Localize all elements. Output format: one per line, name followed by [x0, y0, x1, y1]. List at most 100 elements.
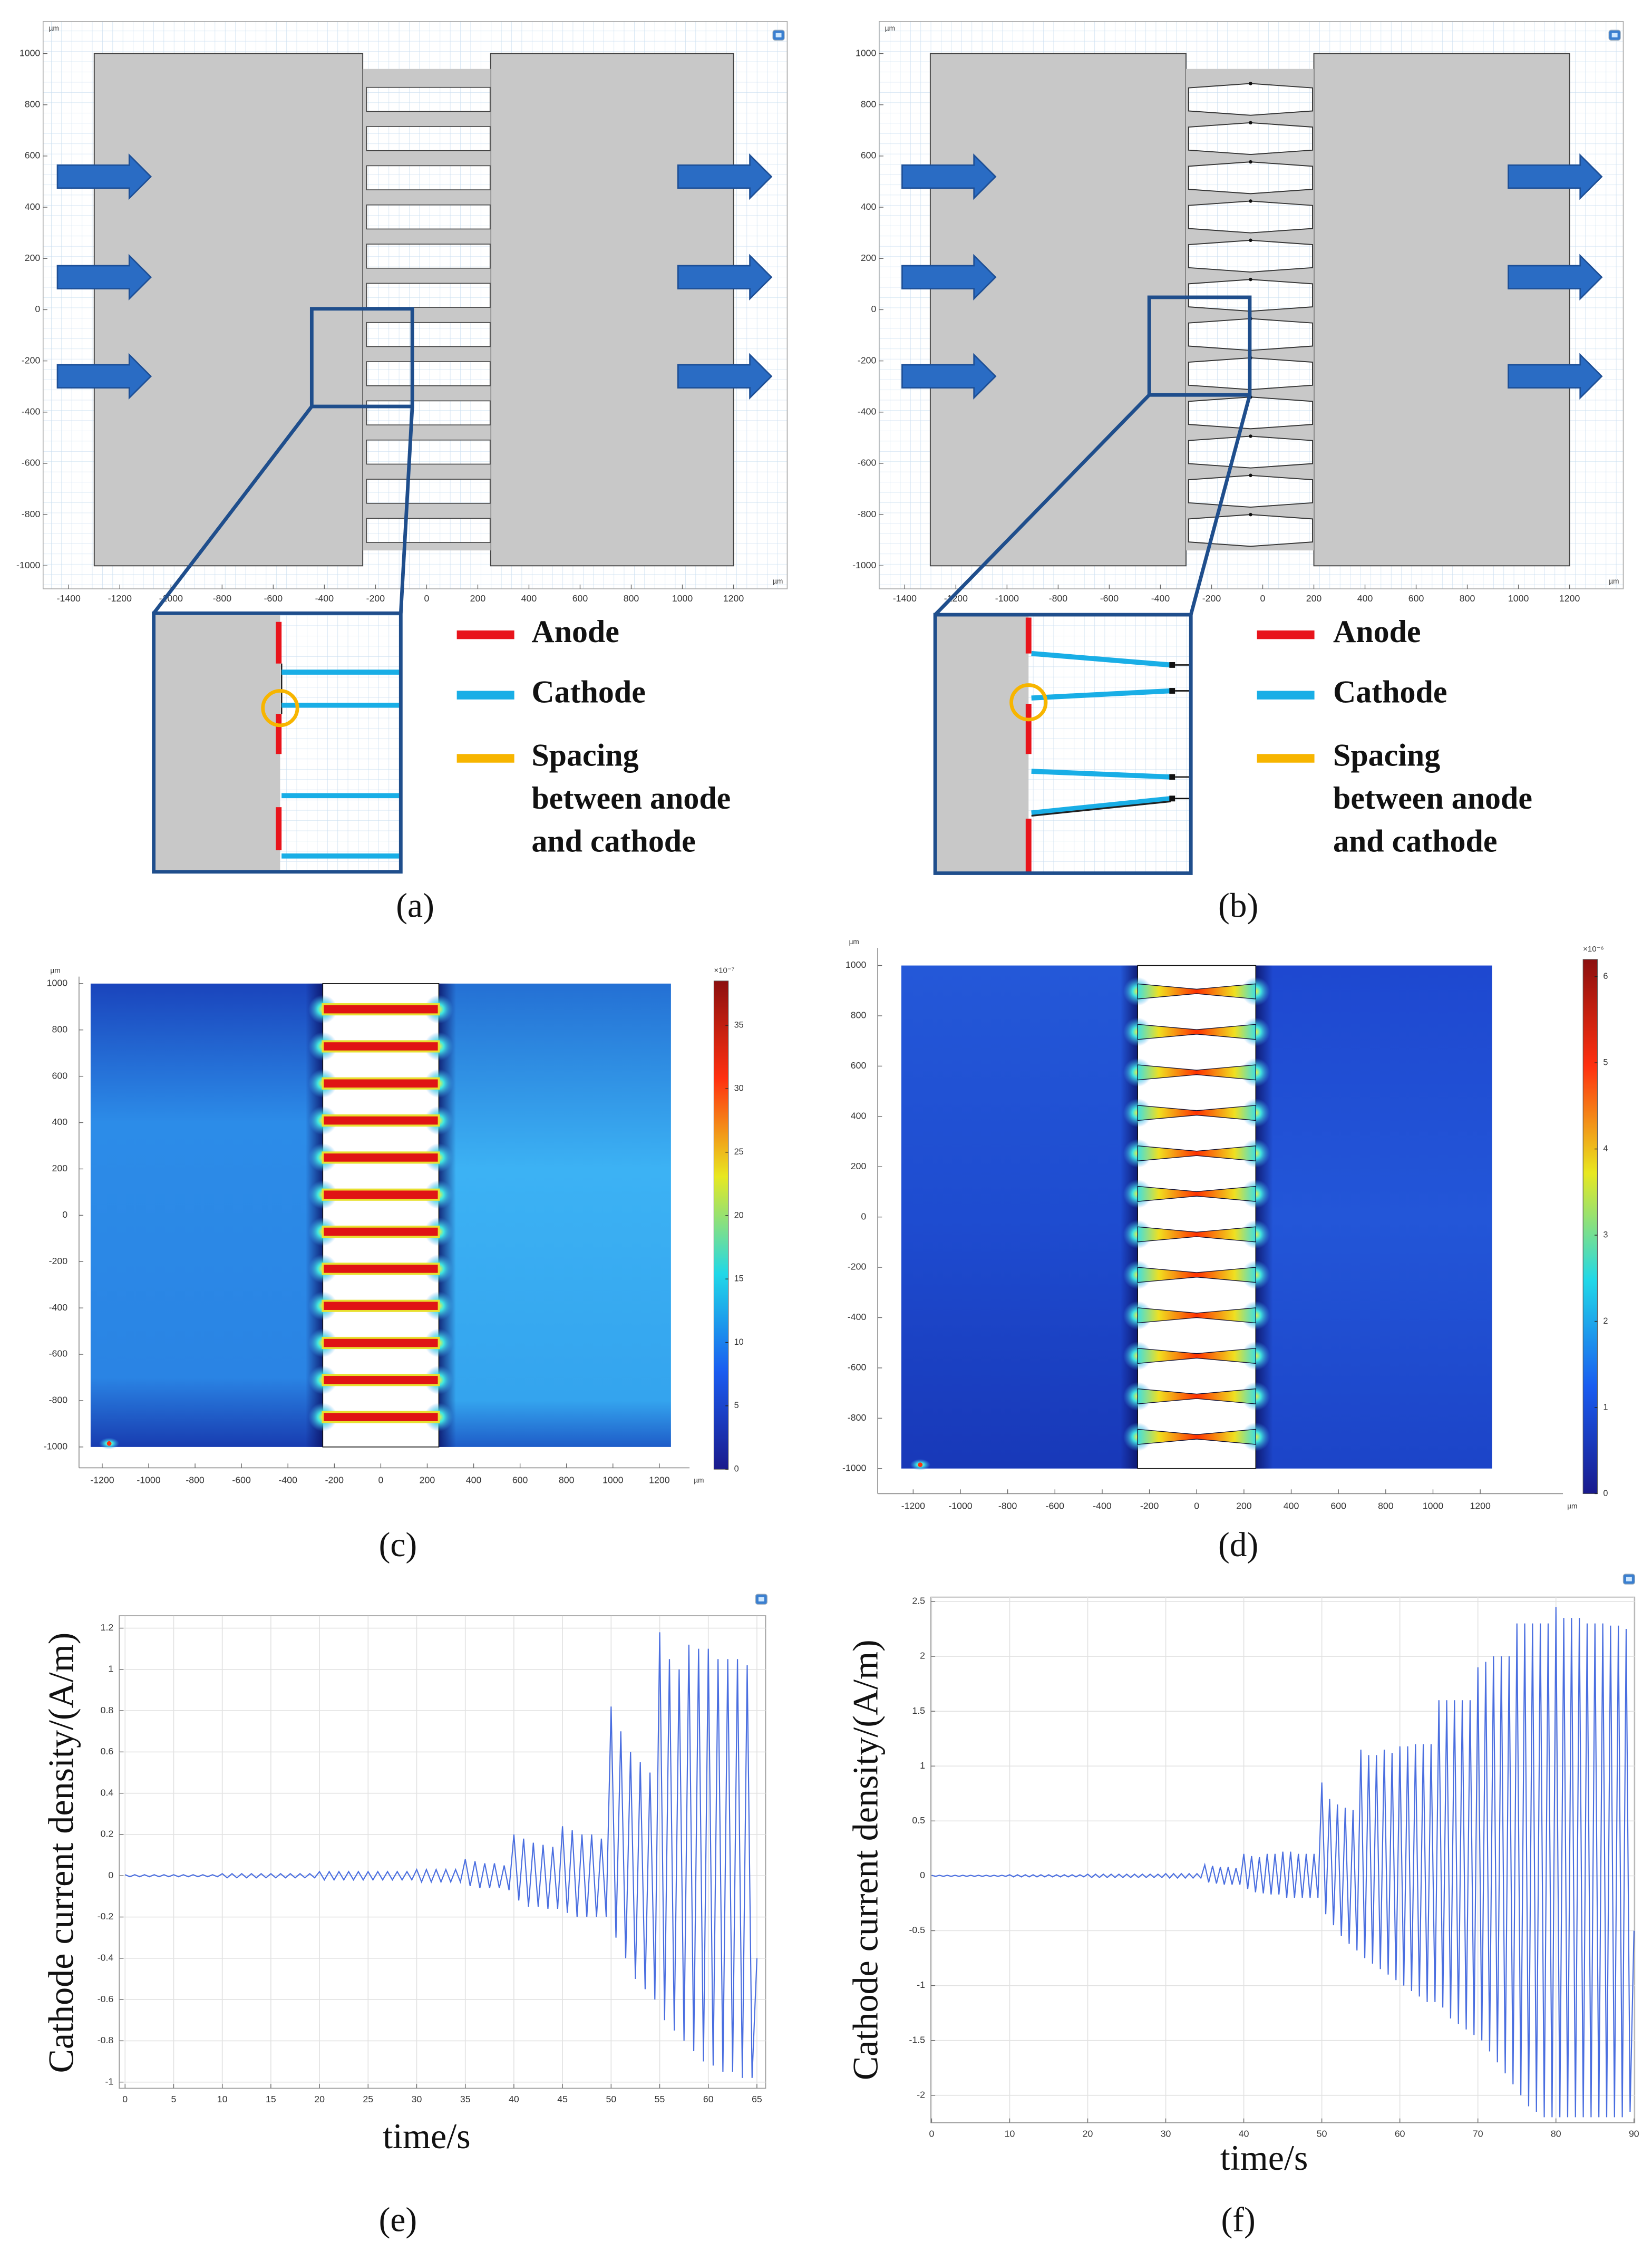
electrode-fin [1137, 1226, 1256, 1243]
y-tick-label: 400 [851, 1110, 867, 1121]
colorbar-tick-label: 35 [734, 1020, 744, 1030]
x-tick-label: -1200 [108, 593, 132, 604]
x-tick-label: 0 [1260, 593, 1266, 604]
electrode-gap [366, 439, 491, 465]
y-tick-label: -600 [49, 1348, 68, 1359]
y-tick-label: 400 [861, 201, 877, 212]
y-tick-label: -800 [858, 509, 877, 519]
electrode-gap [366, 361, 491, 386]
x-tick-label: -1000 [137, 1475, 160, 1486]
x-tick-label: -600 [1046, 1501, 1065, 1511]
y-tick-label: 200 [25, 253, 41, 263]
electrode-fin [1137, 1267, 1256, 1283]
electrode-fin [1137, 1145, 1256, 1162]
y-tick-label: -1.5 [909, 2034, 926, 2045]
colorbar-tick-label: 0 [734, 1464, 739, 1473]
x-tick-label: 45 [557, 2094, 568, 2104]
x-tick-label: 0 [929, 2128, 934, 2139]
cathode [1031, 796, 1171, 816]
spacing-marker [261, 689, 299, 727]
anode [1025, 617, 1032, 654]
flow-arrow [56, 254, 152, 300]
unit-label: µm [1567, 1502, 1577, 1510]
x-tick-label: -1200 [90, 1475, 114, 1486]
electrode-fin [1137, 1388, 1256, 1404]
flow-arrow [677, 254, 773, 300]
x-tick-label: 60 [1395, 2128, 1405, 2139]
unit-label: µm [849, 938, 859, 946]
x-tick-label: 0 [1194, 1501, 1199, 1511]
unit-label: µm [49, 24, 59, 32]
x-tick-label: -200 [1140, 1501, 1159, 1511]
panel-label: (d) [1218, 1526, 1258, 1564]
y-tick-label: -1000 [44, 1441, 67, 1452]
electrode-fin [1137, 983, 1256, 999]
x-tick-label: -400 [1093, 1501, 1112, 1511]
electrode-gap [366, 322, 491, 347]
x-tick-label: 200 [1306, 593, 1322, 604]
y-tick-label: -800 [848, 1412, 867, 1423]
x-tick-label: 20 [1083, 2128, 1093, 2139]
x-tick-label: 10 [217, 2094, 228, 2104]
y-tick-label: 600 [25, 150, 41, 161]
y-tick-label: 600 [52, 1070, 68, 1081]
electrode-fin [1137, 1064, 1256, 1081]
node-dot [1249, 121, 1252, 125]
y-tick-label: -800 [22, 509, 41, 519]
y-axis-label: Cathode current density/(A/m) [845, 1639, 885, 2080]
x-tick-label: 25 [363, 2094, 373, 2104]
colorbar-tick-label: 1 [1603, 1402, 1608, 1412]
colorbar-tick-label: 5 [1603, 1057, 1608, 1067]
x-axis-label: time/s [383, 2116, 471, 2156]
x-tick-label: 1000 [1423, 1501, 1444, 1511]
y-tick-label: 0 [871, 304, 877, 314]
y-tick-label: 0 [920, 1870, 925, 1880]
x-tick-label: 400 [521, 593, 537, 604]
electrode-gap [366, 86, 491, 112]
x-tick-label: -200 [366, 593, 385, 604]
y-tick-label: 600 [861, 150, 877, 161]
electrode-fin [322, 1225, 440, 1238]
zoom-line [934, 393, 1151, 616]
electrode-gap [1188, 83, 1314, 116]
flow-arrow [56, 353, 152, 400]
x-tick-label: 1200 [649, 1475, 670, 1486]
y-tick-label: 0.2 [101, 1829, 114, 1839]
x-tick-label: -600 [264, 593, 283, 604]
y-tick-label: 200 [52, 1163, 68, 1173]
electrode-fin [322, 1077, 440, 1090]
flow-arrow [677, 153, 773, 200]
node-dot [1169, 688, 1175, 694]
x-tick-label: 1200 [1559, 593, 1580, 604]
y-tick-label: -400 [22, 406, 41, 416]
electrode-gap [1188, 200, 1314, 234]
colorbar-multiplier: ×10⁻⁶ [1583, 945, 1604, 954]
x-tick-label: 200 [470, 593, 486, 604]
x-tick-label: 80 [1551, 2128, 1561, 2139]
colorbar-tick-label: 2 [1603, 1316, 1608, 1326]
x-tick-label: -800 [1049, 593, 1068, 604]
x-tick-label: 800 [624, 593, 639, 604]
electrode-fin [1137, 1186, 1256, 1202]
unit-label: µm [50, 966, 60, 974]
x-tick-label: 60 [703, 2094, 714, 2104]
y-tick-label: -1 [105, 2076, 114, 2086]
field-block [901, 965, 1138, 1469]
y-tick-label: -0.5 [909, 1925, 926, 1935]
electrode-fin [322, 1336, 440, 1350]
colorbar-tick-label: 6 [1603, 972, 1608, 981]
y-tick-label: 0.6 [101, 1746, 114, 1756]
colorbar-tick-label: 5 [734, 1401, 739, 1410]
x-tick-label: -800 [186, 1475, 205, 1486]
node-dot [1249, 512, 1252, 517]
x-tick-label: 10 [1005, 2128, 1015, 2139]
y-tick-label: -800 [49, 1395, 68, 1405]
electrode-gap [1188, 435, 1314, 469]
y-tick-label: 600 [851, 1060, 867, 1071]
panel-label: (a) [396, 887, 434, 925]
x-tick-label: -1400 [57, 593, 81, 604]
y-tick-label: 2 [920, 1651, 925, 1661]
x-axis-label: time/s [1220, 2138, 1308, 2178]
y-tick-label: 1000 [20, 47, 41, 58]
